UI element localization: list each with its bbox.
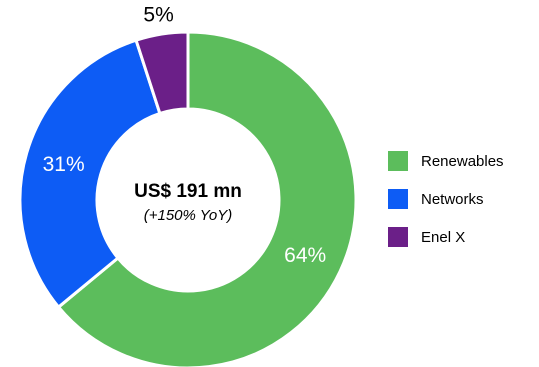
legend: Renewables Networks Enel X [388,151,504,247]
legend-swatch-enel-x [388,227,408,247]
slice-labels: 64% 31% 5% [43,3,327,267]
legend-swatch-renewables [388,151,408,171]
slice-label-networks: 31% [43,153,85,176]
donut-slices [18,30,358,367]
center-total-label: US$ 191 mn [134,181,242,202]
slice-networks [18,38,162,310]
slice-enel-x [134,30,190,116]
slice-label-renewables: 64% [284,244,326,267]
legend-label-enel-x: Enel X [421,229,465,246]
center-growth-label: (+150% YoY) [144,207,233,224]
slice-renewables [56,30,358,367]
legend-swatch-networks [388,189,408,209]
slice-label-enel-x: 5% [143,3,173,26]
legend-label-networks: Networks [421,191,484,208]
legend-label-renewables: Renewables [421,153,504,170]
